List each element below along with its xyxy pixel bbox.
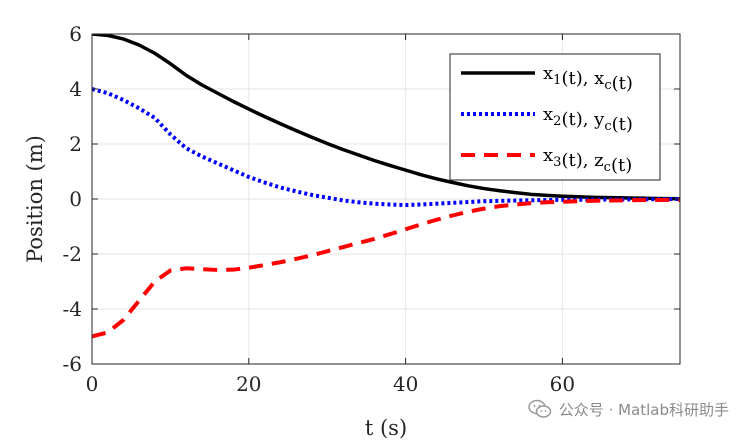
series-line-1 bbox=[92, 34, 680, 201]
y-tick-label: -2 bbox=[63, 242, 82, 266]
legend-box bbox=[449, 53, 661, 181]
tick-labels: 0 20 40 60 -6 -4 -2 0 2 4 6 bbox=[63, 22, 576, 396]
legend-label-1: x1(t), xc(t) bbox=[543, 63, 633, 94]
wechat-icon bbox=[527, 396, 553, 422]
y-tick-label: 4 bbox=[69, 77, 82, 101]
ticks bbox=[91, 33, 680, 365]
series-line-3 bbox=[92, 197, 680, 339]
legend-label-2: x2(t), yc(t) bbox=[543, 104, 633, 135]
x-tick-label: 60 bbox=[550, 372, 575, 396]
x-tick-label: 40 bbox=[393, 372, 418, 396]
y-axis-title: Position (m) bbox=[23, 135, 47, 263]
series-line-2 bbox=[92, 87, 680, 208]
watermark-text: 公众号 · Matlab科研助手 bbox=[558, 400, 729, 419]
legend-label-3: x3(t), zc(t) bbox=[543, 145, 632, 176]
y-tick-label: 0 bbox=[69, 187, 82, 211]
series-layer bbox=[92, 34, 680, 339]
y-tick-label: 2 bbox=[69, 132, 82, 156]
watermark: 公众号 · Matlab科研助手 bbox=[527, 396, 729, 422]
x-tick-label: 0 bbox=[86, 372, 99, 396]
y-tick-label: 6 bbox=[69, 22, 82, 46]
x-axis-title: t (s) bbox=[365, 416, 407, 440]
y-tick-label: -4 bbox=[63, 297, 82, 321]
x-tick-label: 20 bbox=[236, 372, 261, 396]
y-tick-label: -6 bbox=[63, 352, 82, 376]
legend: x1(t), xc(t) x2(t), yc(t) x3(t), zc(t) bbox=[449, 53, 661, 181]
